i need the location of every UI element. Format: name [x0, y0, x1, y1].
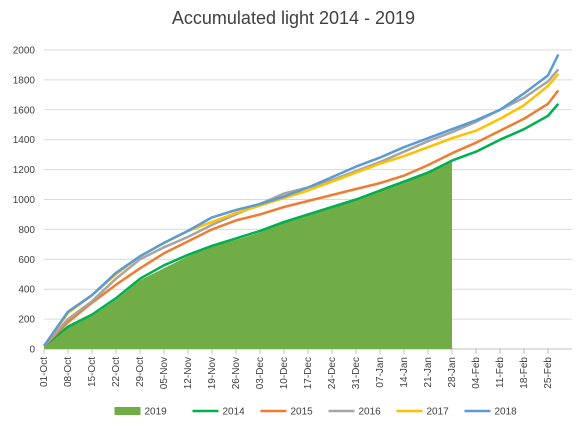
chart-title: Accumulated light 2014 - 2019 — [171, 8, 416, 28]
legend-label-2016: 2016 — [359, 407, 382, 418]
series-line-2018 — [42, 53, 560, 347]
x-tick-label-17-Dec: 17-Dec — [303, 357, 314, 389]
legend-label-2017: 2017 — [427, 407, 450, 418]
y-tick-label-1200: 1200 — [13, 165, 36, 176]
x-tick-label-29-Oct: 29-Oct — [135, 357, 146, 387]
x-tick-label-08-Oct: 08-Oct — [63, 357, 74, 387]
x-tick-label-03-Dec: 03-Dec — [255, 357, 266, 389]
x-tick-label-05-Nov: 05-Nov — [159, 357, 170, 389]
x-tick-label-01-Oct: 01-Oct — [39, 357, 50, 387]
x-tick-label-15-Oct: 15-Oct — [87, 357, 98, 387]
series-line-2014 — [43, 102, 560, 347]
y-tick-label-1600: 1600 — [13, 105, 36, 116]
x-tick-label-14-Jan: 14-Jan — [399, 357, 410, 388]
x-tick-label-11-Feb: 11-Feb — [495, 357, 506, 388]
y-tick-label-0: 0 — [29, 345, 35, 356]
x-tick-label-24-Dec: 24-Dec — [327, 357, 338, 389]
legend-label-2019: 2019 — [145, 407, 168, 418]
legend-label-2018: 2018 — [495, 407, 518, 418]
x-tick-label-26-Nov: 26-Nov — [231, 357, 242, 389]
y-tick-label-800: 800 — [18, 225, 35, 236]
x-tick-label-25-Feb: 25-Feb — [543, 357, 554, 389]
y-tick-label-1000: 1000 — [13, 195, 36, 206]
series-area-2019 — [44, 162, 452, 349]
x-tick-label-28-Jan: 28-Jan — [447, 357, 458, 388]
x-tick-label-21-Jan: 21-Jan — [423, 357, 434, 388]
y-tick-label-200: 200 — [18, 315, 35, 326]
x-tick-label-31-Dec: 31-Dec — [351, 357, 362, 389]
legend-label-2014: 2014 — [223, 407, 246, 418]
x-tick-label-12-Nov: 12-Nov — [183, 357, 194, 389]
x-tick-label-19-Nov: 19-Nov — [207, 357, 218, 389]
y-tick-label-1800: 1800 — [13, 75, 36, 86]
legend-swatch-2019 — [114, 407, 141, 415]
legend-label-2015: 2015 — [291, 407, 314, 418]
x-tick-label-10-Dec: 10-Dec — [279, 357, 290, 389]
y-tick-label-2000: 2000 — [13, 46, 36, 57]
series-line-2015 — [43, 89, 560, 347]
x-tick-label-18-Feb: 18-Feb — [519, 357, 530, 389]
y-tick-label-600: 600 — [18, 255, 35, 266]
x-tick-label-04-Feb: 04-Feb — [471, 357, 482, 389]
y-tick-label-1400: 1400 — [13, 135, 36, 146]
x-tick-label-22-Oct: 22-Oct — [111, 357, 122, 387]
y-tick-label-400: 400 — [18, 285, 35, 296]
x-tick-label-07-Jan: 07-Jan — [375, 357, 386, 388]
